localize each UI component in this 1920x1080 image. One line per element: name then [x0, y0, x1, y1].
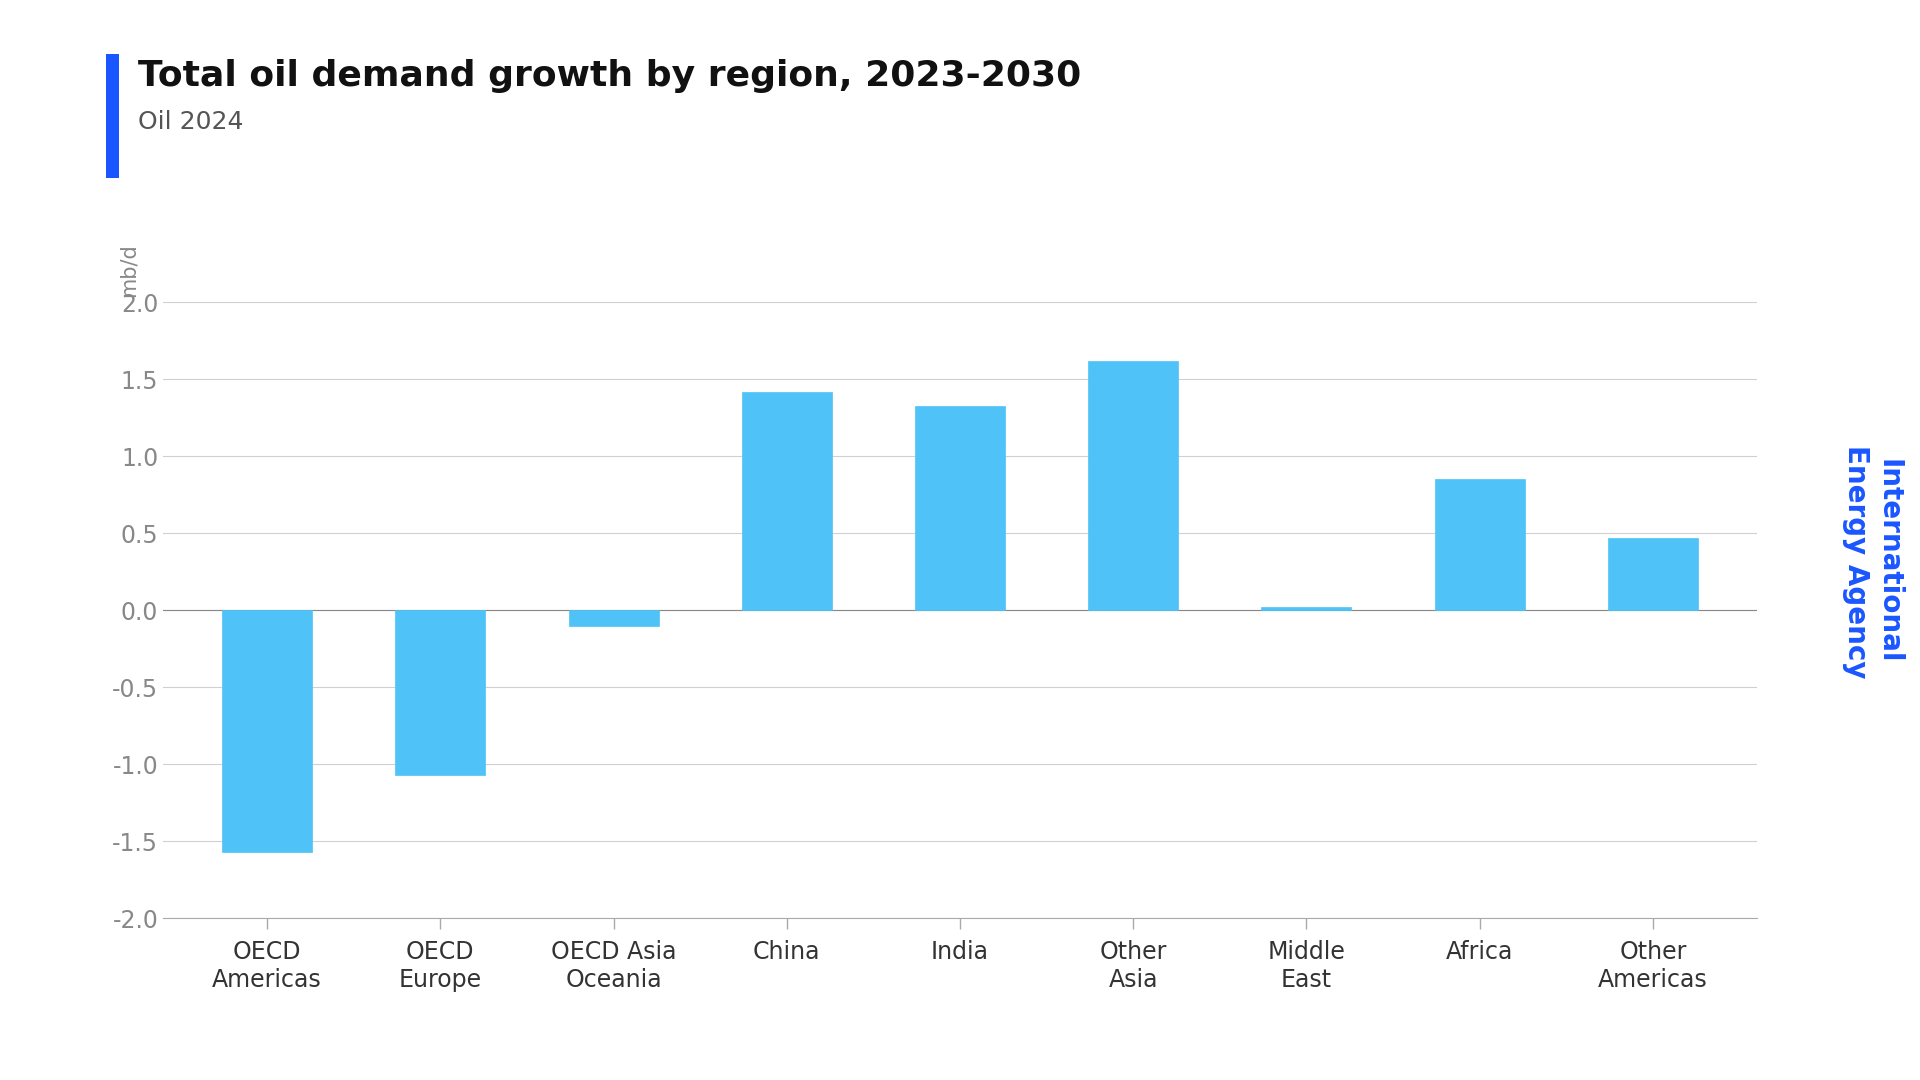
Bar [1434, 480, 1524, 610]
Text: Oil 2024: Oil 2024 [138, 110, 244, 134]
Text: International
Energy Agency: International Energy Agency [1841, 445, 1903, 678]
Text: mb/d: mb/d [119, 243, 138, 297]
Bar [1261, 607, 1352, 610]
Bar [1089, 361, 1179, 610]
Bar [396, 610, 486, 774]
Text: Total oil demand growth by region, 2023-2030: Total oil demand growth by region, 2023-… [138, 59, 1081, 93]
Bar [568, 610, 659, 625]
Bar [916, 405, 1004, 610]
Bar [223, 610, 313, 852]
Bar [741, 392, 831, 610]
Bar [1607, 538, 1697, 610]
